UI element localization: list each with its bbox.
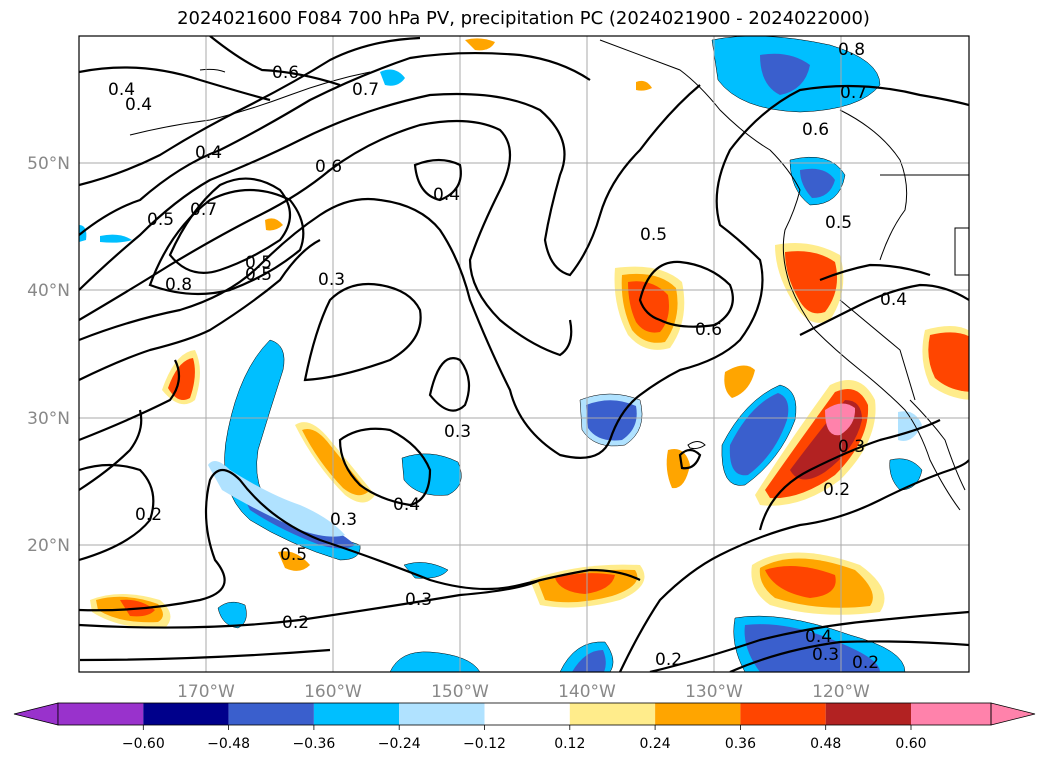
colorbar-frame — [57, 702, 992, 726]
contour-label: 0.4 — [805, 627, 832, 647]
lon-label-120w: 120°W — [812, 682, 870, 702]
colorbar-tick: 0.48 — [810, 736, 841, 752]
colorbar-tick: −0.12 — [463, 736, 506, 752]
contour-label: 0.4 — [195, 143, 222, 163]
colorbar-segment — [313, 703, 400, 725]
colorbar-segment — [569, 703, 656, 725]
map-frame — [78, 35, 970, 673]
colorbar-segment — [911, 703, 991, 725]
contour-label: 0.6 — [695, 320, 722, 340]
colorbar-segment — [228, 703, 314, 725]
contour-label: 0.2 — [852, 653, 879, 673]
contour-label: 0.7 — [840, 83, 867, 103]
colorbar-tick: 0.24 — [640, 736, 671, 752]
lon-label-160w: 160°W — [304, 682, 362, 702]
contour-label: 0.2 — [655, 650, 682, 670]
colorbar-tick: 0.12 — [554, 736, 585, 752]
lon-labels: 170°W 160°W 150°W 140°W 130°W 120°W — [177, 682, 870, 702]
colorbar: −0.60 −0.48 −0.36 −0.24 −0.12 0.12 0.24 … — [13, 702, 1036, 752]
colorbar-segment — [484, 703, 570, 725]
contour-label: 0.5 — [280, 545, 307, 565]
lon-label-150w: 150°W — [431, 682, 489, 702]
colorbar-tick: −0.60 — [122, 736, 165, 752]
lon-label-140w: 140°W — [558, 682, 616, 702]
colorbar-segment — [399, 703, 485, 725]
contour-label: 0.6 — [272, 63, 299, 83]
colorbar-segment — [58, 703, 144, 725]
contour-label: 0.5 — [245, 253, 272, 273]
lon-label-170w: 170°W — [177, 682, 235, 702]
colorbar-segment — [740, 703, 826, 725]
graticule — [79, 36, 969, 672]
contour-label: 0.6 — [802, 120, 829, 140]
contour-label: 0.2 — [823, 480, 850, 500]
colorbar-tick: −0.48 — [207, 736, 250, 752]
contour-labels: 0.4 0.6 0.7 0.4 0.5 0.7 0.8 0.5 0.6 0.3 … — [108, 40, 907, 673]
contour-label: 0.4 — [125, 95, 152, 115]
contour-label: 0.8 — [838, 40, 865, 60]
contour-label: 0.3 — [330, 510, 357, 530]
colorbar-extend-low — [13, 702, 59, 726]
contour-label: 0.5 — [825, 213, 852, 233]
lat-label-50n: 50°N — [27, 154, 70, 174]
contour-label: 0.3 — [405, 590, 432, 610]
contour-label: 0.2 — [282, 613, 309, 633]
colorbar-segment — [825, 703, 911, 725]
contour-label: 0.8 — [165, 275, 192, 295]
contour-label: 0.3 — [318, 270, 345, 290]
contour-label: 0.4 — [393, 495, 420, 515]
colorbar-tick: −0.36 — [292, 736, 335, 752]
map-title: 2024021600 F084 700 hPa PV, precipitatio… — [177, 8, 870, 29]
contour-label: 0.3 — [812, 645, 839, 665]
colorbar-tick: 0.60 — [895, 736, 926, 752]
contour-label: 0.4 — [108, 80, 135, 100]
contour-label: 0.4 — [433, 185, 460, 205]
lon-label-130w: 130°W — [685, 682, 743, 702]
contour-label: 0.7 — [352, 80, 379, 100]
lat-label-40n: 40°N — [27, 281, 70, 301]
colorbar-tick: 0.36 — [725, 736, 756, 752]
lat-labels: 50°N 40°N 30°N 20°N — [27, 154, 70, 556]
colorbar-extend-high — [990, 702, 1036, 726]
contour-label: 0.6 — [315, 157, 342, 177]
contour-label: 0.3 — [838, 437, 865, 457]
contour-label: 0.3 — [444, 422, 471, 442]
contour-label: 0.7 — [190, 200, 217, 220]
lat-label-30n: 30°N — [27, 409, 70, 429]
colorbar-segment — [655, 703, 741, 725]
precip-shading — [79, 36, 969, 672]
contour-label: 0.5 — [245, 265, 272, 285]
contour-label: 0.5 — [147, 210, 174, 230]
lat-label-20n: 20°N — [27, 536, 70, 556]
colorbar-segment — [143, 703, 229, 725]
contour-label: 0.2 — [135, 505, 162, 525]
contour-label: 0.5 — [640, 225, 667, 245]
pv-contours — [79, 36, 969, 672]
colorbar-tick: −0.24 — [378, 736, 421, 752]
contour-label: 0.4 — [880, 290, 907, 310]
